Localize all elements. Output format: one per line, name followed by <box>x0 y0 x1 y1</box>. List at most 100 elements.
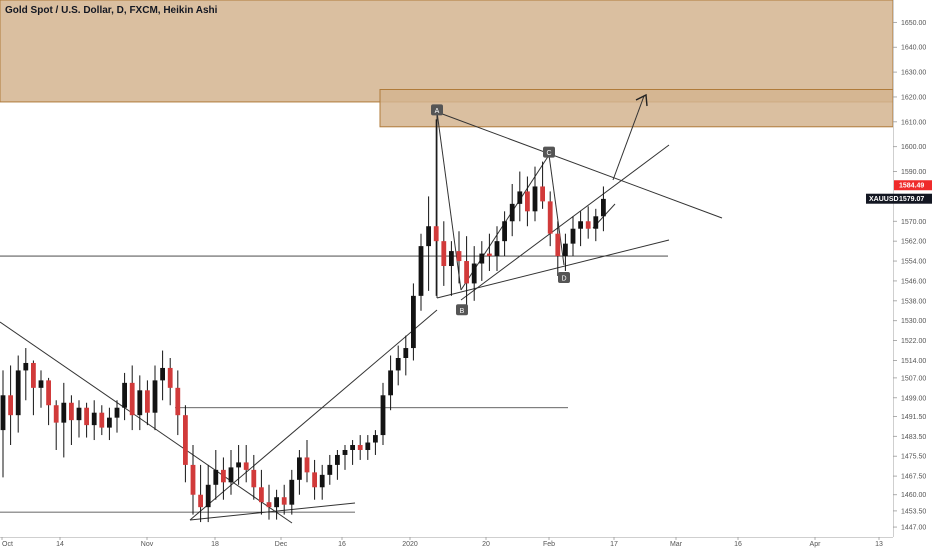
trendline <box>0 321 293 524</box>
price-tick-label: 1570.00 <box>901 219 926 226</box>
candle[interactable] <box>281 484 287 515</box>
candle[interactable] <box>175 370 181 436</box>
pattern-point-label: C <box>546 150 551 157</box>
candle-body <box>593 216 599 229</box>
candle[interactable] <box>107 407 112 441</box>
candle[interactable] <box>190 445 196 515</box>
candle-body <box>281 497 287 505</box>
candle[interactable] <box>555 221 561 276</box>
candle[interactable] <box>342 445 348 470</box>
candle[interactable] <box>198 464 203 523</box>
candle[interactable] <box>114 400 120 433</box>
candle[interactable] <box>585 206 591 239</box>
candle[interactable] <box>464 236 469 309</box>
candles-layer[interactable] <box>0 119 606 523</box>
candle[interactable] <box>160 350 165 401</box>
candle[interactable] <box>137 375 143 431</box>
candle-body <box>411 295 416 349</box>
candle[interactable] <box>205 464 211 523</box>
candle[interactable] <box>449 241 454 296</box>
time-axis[interactable]: Oct 14 Nov 18 Dec 16 2020 20 Feb 17 Mar 16 Apr 13 <box>0 537 893 548</box>
candle[interactable] <box>312 459 317 500</box>
candle[interactable] <box>23 348 29 401</box>
candle[interactable] <box>99 405 105 436</box>
candle[interactable] <box>53 400 59 450</box>
candle[interactable] <box>601 186 606 232</box>
candle[interactable] <box>297 449 302 495</box>
candle[interactable] <box>373 430 378 455</box>
candle[interactable] <box>274 489 279 520</box>
candle[interactable] <box>335 449 340 480</box>
candle[interactable] <box>122 372 127 421</box>
upper-supply-zone <box>0 0 894 103</box>
candle[interactable] <box>456 231 462 284</box>
candle[interactable] <box>578 211 583 247</box>
candle[interactable] <box>213 449 219 500</box>
candle[interactable] <box>183 405 188 483</box>
candle[interactable] <box>61 382 67 458</box>
candle[interactable] <box>152 365 158 431</box>
candle[interactable] <box>517 171 523 222</box>
candle-body <box>31 362 36 388</box>
candle[interactable] <box>509 183 515 237</box>
candle[interactable] <box>532 166 538 222</box>
candle[interactable] <box>395 345 401 386</box>
price-tick-label: 1590.00 <box>901 169 926 176</box>
candle[interactable] <box>365 435 371 460</box>
candle[interactable] <box>8 365 13 446</box>
candle[interactable] <box>31 360 36 416</box>
candle[interactable] <box>251 454 257 500</box>
candle[interactable] <box>357 435 363 460</box>
candle[interactable] <box>388 355 393 411</box>
candle[interactable] <box>350 440 355 465</box>
candle[interactable] <box>471 246 477 301</box>
candle[interactable] <box>228 449 234 495</box>
candle[interactable] <box>563 233 568 271</box>
candle[interactable] <box>76 400 82 438</box>
candle[interactable] <box>441 221 447 286</box>
candle[interactable] <box>0 370 6 478</box>
candle[interactable] <box>593 208 599 242</box>
price-tag-bg <box>866 193 932 204</box>
candle[interactable] <box>479 241 485 281</box>
candle[interactable] <box>129 365 135 431</box>
candle[interactable] <box>403 335 409 376</box>
candle[interactable] <box>69 395 74 446</box>
candle[interactable] <box>494 226 500 271</box>
time-tick-label: 20 <box>482 541 490 548</box>
candle[interactable] <box>426 196 431 291</box>
candle[interactable] <box>418 233 424 311</box>
candle[interactable] <box>502 211 507 257</box>
candle[interactable] <box>540 161 545 209</box>
candle-body <box>540 186 545 202</box>
candle-body <box>449 251 454 267</box>
candle[interactable] <box>221 457 226 500</box>
candle[interactable] <box>289 469 295 515</box>
candle[interactable] <box>266 484 272 520</box>
candle[interactable] <box>327 454 333 485</box>
candle[interactable] <box>84 402 89 438</box>
candle[interactable] <box>547 191 553 247</box>
candle[interactable] <box>15 355 21 433</box>
candle[interactable] <box>236 445 241 485</box>
candle[interactable] <box>433 119 439 296</box>
candle[interactable] <box>167 358 173 406</box>
price-tag-current: XAUUSD 1579.07 <box>866 193 932 204</box>
candle[interactable] <box>487 233 492 271</box>
candle[interactable] <box>380 382 386 446</box>
candle[interactable] <box>525 176 530 227</box>
candle[interactable] <box>46 377 51 426</box>
candle[interactable] <box>411 283 416 361</box>
candle[interactable] <box>38 370 44 408</box>
candle[interactable] <box>243 445 249 483</box>
price-axis[interactable]: 1650.00 1640.00 1630.00 1620.00 1610.00 1600.… <box>866 0 932 550</box>
candle[interactable] <box>304 440 310 483</box>
candle[interactable] <box>145 380 150 426</box>
candle[interactable] <box>570 216 576 257</box>
candle[interactable] <box>259 469 264 515</box>
candle[interactable] <box>319 464 325 500</box>
candle-body <box>509 203 515 222</box>
candle-body <box>190 464 196 495</box>
candle[interactable] <box>91 400 97 441</box>
